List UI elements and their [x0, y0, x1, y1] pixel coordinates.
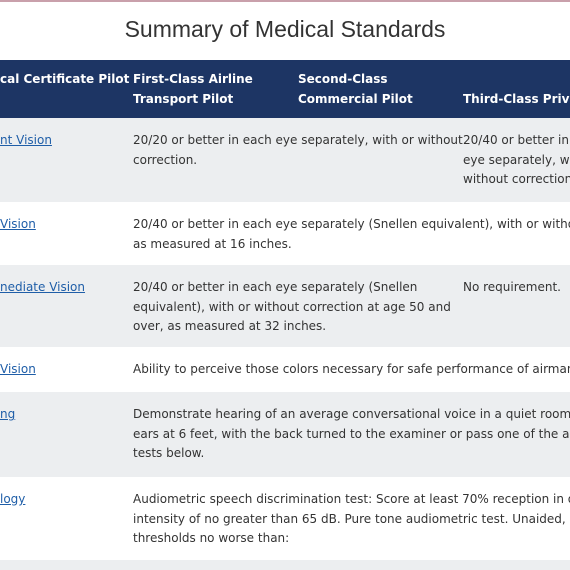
- row-link[interactable]: logy: [0, 492, 26, 506]
- table-header: [0, 60, 570, 118]
- row-bg: [0, 265, 570, 347]
- row-link[interactable]: nt Vision: [0, 133, 52, 147]
- cell-text: Audiometric speech discrimination test: …: [133, 492, 570, 506]
- cell-text: over, as measured at 32 inches.: [133, 319, 327, 333]
- cell-text: 20/20 or better in each eye separately, …: [133, 133, 463, 147]
- page-title: Summary of Medical Standards: [124, 16, 446, 42]
- cell-text: Demonstrate hearing of an average conver…: [133, 407, 570, 421]
- top-border: [0, 0, 570, 2]
- row-link[interactable]: Vision: [0, 217, 36, 231]
- cell-text: 20/40 or better in each eye separately (…: [133, 280, 418, 294]
- cell-text: tests below.: [133, 446, 205, 460]
- cell-text: eye separately, with: [463, 152, 570, 167]
- header-cell: Second-Class: [298, 72, 388, 86]
- header-cell: Commercial Pilot: [298, 92, 413, 106]
- cell-text: correction.: [133, 152, 198, 167]
- cell-text: intensity of no greater than 65 dB. Pure…: [133, 511, 570, 526]
- row-bg: [0, 560, 570, 570]
- cell-text: Ability to perceive those colors necessa…: [133, 362, 570, 376]
- row-bg: [0, 392, 570, 477]
- header-cell: Transport Pilot: [133, 92, 234, 106]
- cell-text: thresholds no worse than:: [133, 531, 290, 545]
- header-cell: Third-Class Private: [463, 92, 570, 106]
- cell-text: without correction.: [463, 172, 570, 186]
- row-bg: [0, 118, 570, 202]
- cell-text: 20/40 or better in ea: [463, 133, 570, 147]
- row-link[interactable]: ng: [0, 407, 16, 421]
- cell-text: equivalent), with or without correction …: [133, 299, 451, 314]
- cell-text: No requirement.: [463, 280, 561, 294]
- row-link[interactable]: nediate Vision: [0, 280, 86, 294]
- cell-text: ears at 6 feet, with the back turned to …: [133, 426, 570, 441]
- header-cell: First-Class Airline: [133, 72, 253, 86]
- cell-text: as measured at 16 inches.: [133, 236, 292, 251]
- row-link[interactable]: Vision: [0, 362, 36, 376]
- header-cell: cal Certificate Pilot: [0, 72, 130, 86]
- cell-text: 20/40 or better in each eye separately (…: [133, 217, 570, 231]
